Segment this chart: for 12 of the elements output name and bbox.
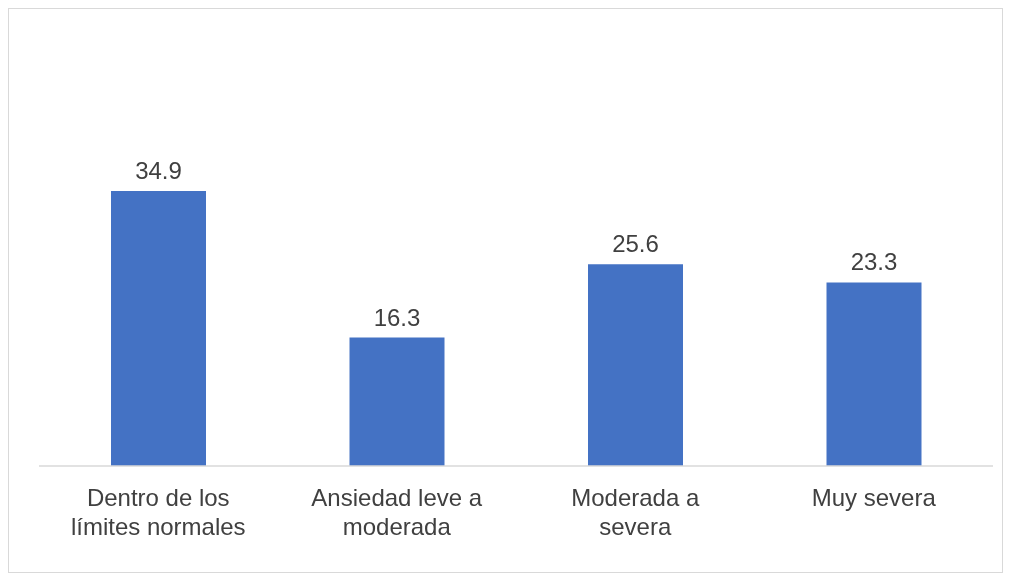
x-tick-label: Muy severa [811, 484, 937, 511]
bar [349, 337, 445, 466]
bar [588, 264, 683, 466]
data-label: 23.3 [850, 248, 898, 276]
x-tick-label: Moderada a severa [571, 484, 700, 540]
bar [111, 191, 206, 466]
data-label: 34.9 [135, 157, 182, 184]
bar [826, 282, 922, 466]
x-tick-label: Ansiedad leve a moderada [311, 484, 483, 540]
x-tick-label: Dentro de los límites normales [70, 484, 246, 540]
data-label: 16.3 [373, 303, 421, 331]
data-label: 25.6 [612, 230, 659, 258]
